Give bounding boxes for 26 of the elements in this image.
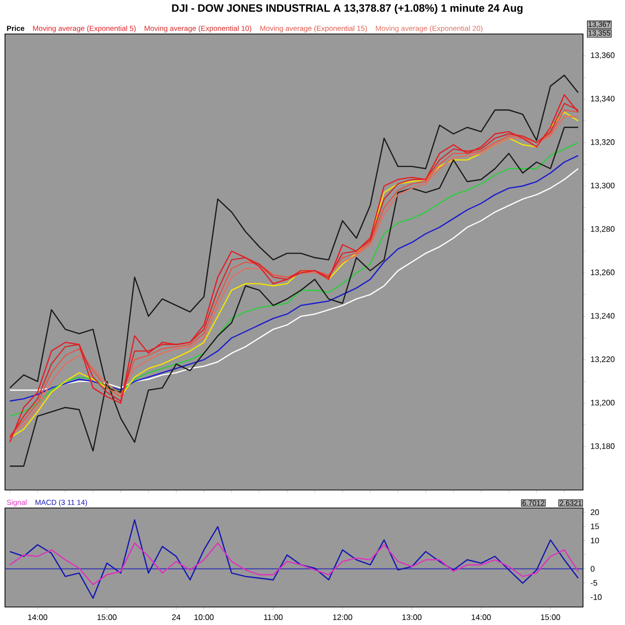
y-tick-label: 13,200 <box>590 400 615 406</box>
y-tick-label: 13,180 <box>590 443 615 450</box>
y-tick-label: 0 <box>590 566 595 572</box>
x-tick-label: 15:00 <box>97 614 117 620</box>
y-tick-label: 20 <box>590 509 599 516</box>
x-tick-label: 14:00 <box>472 614 491 620</box>
y-tick-label: -5 <box>590 580 598 586</box>
y-tick-label: 13,320 <box>590 139 615 146</box>
y-tick-label: 13,280 <box>590 226 615 233</box>
y-tick-label: 13,360 <box>590 52 615 60</box>
y-tick-label: 13,340 <box>590 96 615 102</box>
y-tick-label: -10 <box>590 594 602 600</box>
y-tick-label: 10 <box>590 538 599 544</box>
chart-title: DJI - DOW JONES INDUSTRIAL A 13,378.87 (+1.08%) 1 minute 24 Aug <box>172 4 522 14</box>
x-tick-label: 13:00 <box>402 614 422 620</box>
y-tick-label: 13,220 <box>590 356 615 364</box>
x-tick-label: 10:00 <box>194 614 214 620</box>
x-tick-label: 11:00 <box>264 614 283 620</box>
x-tick-label: 12:00 <box>333 614 352 620</box>
y-tick-label: 15 <box>590 524 599 530</box>
y-tick-label: 13,300 <box>590 182 615 190</box>
y-tick-label: 13,240 <box>590 312 615 320</box>
x-tick-label: 14:00 <box>28 614 48 620</box>
x-tick-label: 15:00 <box>541 614 560 620</box>
x-tick-label: 24 <box>172 614 180 620</box>
y-tick-label: 13,260 <box>590 270 615 276</box>
